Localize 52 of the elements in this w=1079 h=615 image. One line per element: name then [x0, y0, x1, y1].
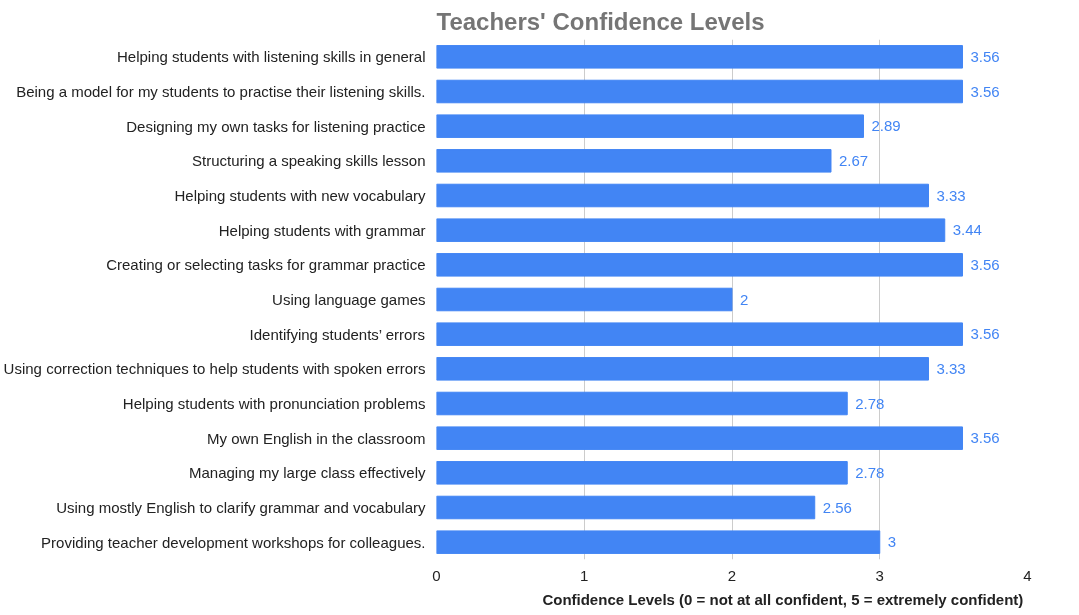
- y-tick-label: Using language games: [272, 291, 426, 308]
- x-axis-title: Confidence Levels (0 = not at all confident, 5 = extremely confident): [542, 590, 1024, 608]
- data-label: 3.33: [936, 186, 966, 204]
- bar: [436, 357, 930, 381]
- data-label: 3.33: [936, 359, 966, 377]
- x-tick-label: 2: [727, 566, 737, 584]
- x-tick-label: 4: [1023, 566, 1032, 584]
- data-label: 2.56: [822, 498, 852, 516]
- bar: [436, 253, 963, 277]
- data-label: 3.44: [952, 221, 982, 239]
- data-label: 3.56: [970, 255, 1000, 273]
- x-tick-label: 0: [432, 566, 441, 584]
- bar: [436, 149, 832, 173]
- data-label: 3: [887, 533, 897, 551]
- bar: [436, 426, 963, 450]
- y-tick-label: Using correction techniques to help students with spoken errors: [3, 360, 426, 378]
- y-tick-label: Structuring a speaking skills lesson: [192, 152, 426, 170]
- data-label: 2.89: [871, 117, 901, 135]
- bar: [436, 495, 816, 520]
- data-label: 3.56: [970, 429, 1000, 447]
- bar: [436, 461, 848, 485]
- y-tick-label: Creating or selecting tasks for grammar practice: [106, 256, 426, 274]
- y-tick-label: Helping students with new vocabulary: [174, 187, 426, 204]
- y-tick-label: Designing my own tasks for listening practice: [126, 117, 426, 135]
- bar: [436, 391, 848, 416]
- data-label: 3.56: [970, 82, 1000, 100]
- data-label: 2.78: [855, 394, 885, 412]
- bar: [436, 322, 963, 346]
- y-tick-label: Managing my large class effectively: [189, 464, 426, 482]
- bar: [436, 114, 864, 138]
- bar: [436, 79, 963, 104]
- data-label: 2: [740, 290, 749, 308]
- bar: [436, 218, 946, 242]
- bar: [436, 183, 930, 208]
- y-tick-label: Using mostly English to clarify grammar and vocabulary: [56, 499, 426, 516]
- y-tick-label: Being a model for my students to practise their listening skills.: [16, 83, 426, 100]
- data-label: 2.67: [838, 151, 869, 169]
- x-tick-label: 3: [875, 566, 884, 584]
- bar: [436, 530, 881, 554]
- chart-title: Teachers' Confidence Levels: [436, 7, 765, 35]
- y-tick-label: Providing teacher development workshops for colleagues.: [41, 533, 426, 551]
- data-label: 3.56: [970, 47, 1000, 65]
- bar: [436, 287, 733, 312]
- data-label: 3.56: [970, 325, 1000, 343]
- y-tick-label: Helping students with pronunciation problems: [122, 395, 426, 412]
- bar: [436, 45, 963, 69]
- y-tick-label: My own English in the classroom: [207, 429, 426, 447]
- x-tick-label: 1: [580, 566, 589, 584]
- data-label: 2.78: [855, 463, 885, 481]
- y-tick-label: Identifying students’ errors: [249, 325, 425, 343]
- y-tick-label: Helping students with listening skills in general: [117, 48, 426, 66]
- y-tick-label: Helping students with grammar: [218, 221, 426, 239]
